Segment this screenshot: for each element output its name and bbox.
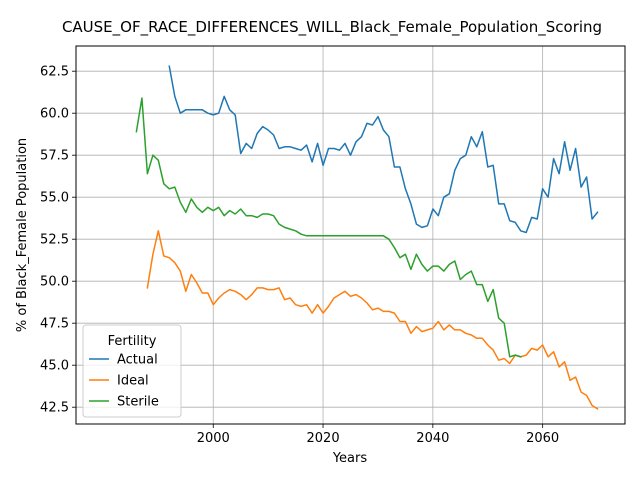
y-tick-label: 50.0 (40, 275, 69, 290)
legend-label-sterile: Sterile (117, 395, 159, 410)
plot-frame (75, 45, 626, 425)
y-tick-label: 55.0 (40, 191, 69, 206)
legend-title: Fertility (108, 334, 157, 349)
legend: Fertility Actual Ideal Sterile (82, 324, 182, 418)
x-axis-label: Years (332, 451, 368, 466)
series-line-ideal (146, 230, 599, 410)
y-axis-ticks: 42.5 45.0 47.5 50.0 52.5 55.0 57.5 60.0 62.5 (40, 65, 76, 416)
series-lines (135, 65, 599, 410)
x-tick-label: 2000 (197, 431, 230, 446)
series-line-sterile (135, 97, 522, 358)
chart-title: CAUSE_OF_RACE_DIFFERENCES_WILL_Black_Fem… (62, 18, 602, 37)
x-tick-label: 2040 (416, 431, 449, 446)
y-tick-label: 47.5 (40, 317, 69, 332)
y-axis-label: % of Black_Female Population (15, 138, 30, 332)
y-tick-label: 45.0 (40, 359, 69, 374)
x-tick-label: 2060 (526, 431, 559, 446)
y-tick-label: 60.0 (40, 107, 69, 122)
legend-box (82, 324, 182, 418)
legend-entries: Actual Ideal Sterile (89, 353, 159, 410)
y-tick-label: 62.5 (40, 65, 69, 80)
y-tick-label: 42.5 (40, 401, 69, 416)
x-axis-ticks: 2000 2020 2040 2060 (197, 424, 559, 446)
legend-label-actual: Actual (117, 353, 158, 368)
legend-label-ideal: Ideal (117, 374, 149, 389)
x-tick-label: 2020 (307, 431, 340, 446)
series-line-actual (168, 65, 599, 234)
y-tick-label: 52.5 (40, 233, 69, 248)
y-tick-label: 57.5 (40, 149, 69, 164)
